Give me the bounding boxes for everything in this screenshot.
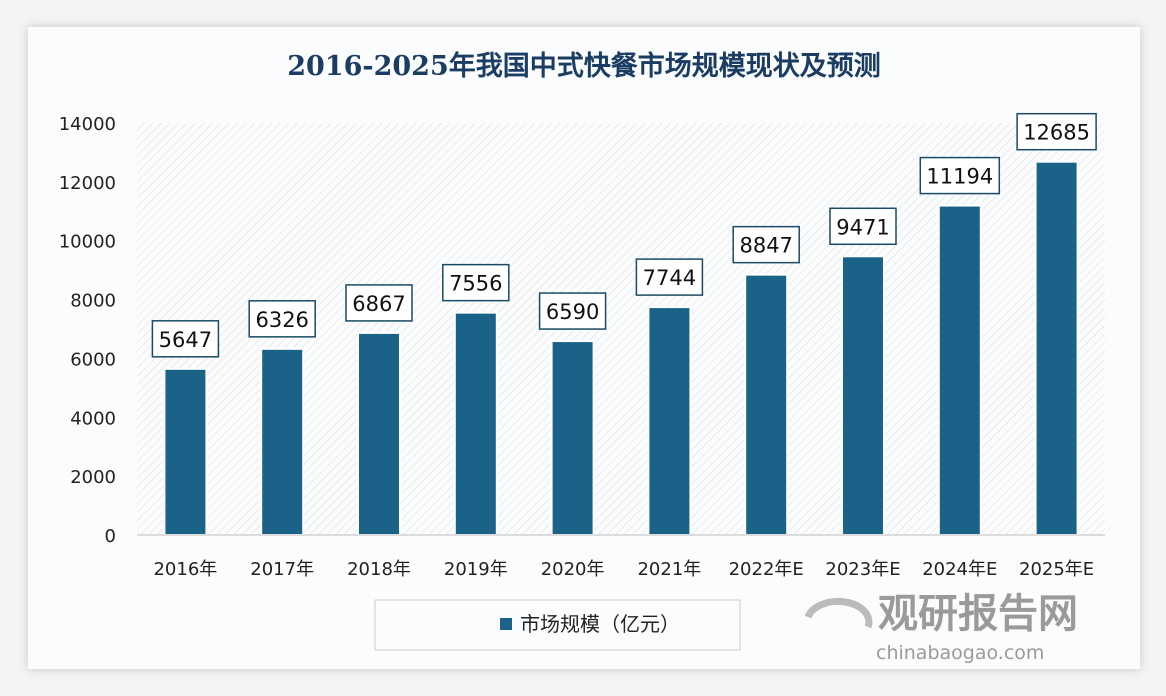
y-tick-label: 8000 xyxy=(70,291,116,312)
data-label: 7556 xyxy=(449,272,502,296)
data-label-box xyxy=(248,300,316,338)
legend-swatch xyxy=(500,618,512,630)
data-label: 12685 xyxy=(1023,121,1090,145)
data-label-box xyxy=(635,258,704,296)
legend-label: 市场规模（亿元） xyxy=(520,612,680,636)
bar xyxy=(163,367,208,536)
watermark-name: 观研报告网 xyxy=(878,591,1078,637)
data-label-box xyxy=(151,320,220,358)
data-label-box xyxy=(829,207,897,246)
x-tick-label: 2024年E xyxy=(922,559,997,580)
x-tick-label: 2021年 xyxy=(637,559,701,580)
data-label-box xyxy=(919,156,1001,195)
data-label: 11194 xyxy=(926,165,993,189)
bar xyxy=(841,255,885,536)
bar xyxy=(453,311,498,537)
x-tick-label: 2023年E xyxy=(825,559,900,580)
bar xyxy=(550,340,595,536)
data-label-box xyxy=(732,225,800,264)
x-tick-label: 2016年 xyxy=(153,559,217,580)
y-tick-label: 12000 xyxy=(59,173,116,194)
chart-title: 2016-2025年我国中式快餐市场规模现状及预测 xyxy=(287,50,881,82)
x-tick-label: 2018年 xyxy=(347,559,411,580)
data-label: 5647 xyxy=(159,328,212,352)
data-label: 6590 xyxy=(546,300,599,324)
x-tick-label: 2017年 xyxy=(250,559,314,580)
data-label-box xyxy=(442,263,510,302)
x-tick-label: 2022年E xyxy=(729,559,804,580)
data-label: 6326 xyxy=(255,308,308,332)
legend: 市场规模（亿元） xyxy=(374,599,741,651)
x-tick-label: 2020年 xyxy=(541,559,605,580)
data-label-box xyxy=(1016,112,1097,151)
watermark-url: chinabaogao.com xyxy=(876,642,1044,664)
data-label: 7744 xyxy=(643,266,696,290)
x-tick-label: 2025年E xyxy=(1019,559,1094,580)
y-tick-label: 2000 xyxy=(70,467,116,488)
y-tick-label: 10000 xyxy=(59,232,116,253)
bar xyxy=(647,306,692,536)
y-tick-label: 14000 xyxy=(59,114,116,135)
bar xyxy=(357,331,401,536)
y-tick-label: 4000 xyxy=(70,408,116,429)
data-label: 6867 xyxy=(352,292,405,316)
legend-box xyxy=(374,599,741,651)
bar-chart: 2016-2025年我国中式快餐市场规模现状及预测 0 2000 4000 6000 8… xyxy=(59,50,1105,664)
data-label-box xyxy=(538,292,607,330)
y-tick-label: 6000 xyxy=(70,349,116,370)
x-tick-label: 2019年 xyxy=(444,559,508,580)
data-label: 8847 xyxy=(739,234,792,258)
watermark-logo: 观研报告网 chinabaogao.com xyxy=(804,591,1078,664)
y-tick-label: 0 xyxy=(105,526,116,547)
bar xyxy=(260,347,305,537)
bar xyxy=(1034,160,1079,536)
data-label: 9471 xyxy=(836,215,889,239)
chart-card: 2016-2025年我国中式快餐市场规模现状及预测 0 2000 4000 6000 8… xyxy=(28,27,1140,669)
data-label-box xyxy=(345,284,413,322)
bar xyxy=(937,204,982,536)
bar xyxy=(744,273,789,537)
